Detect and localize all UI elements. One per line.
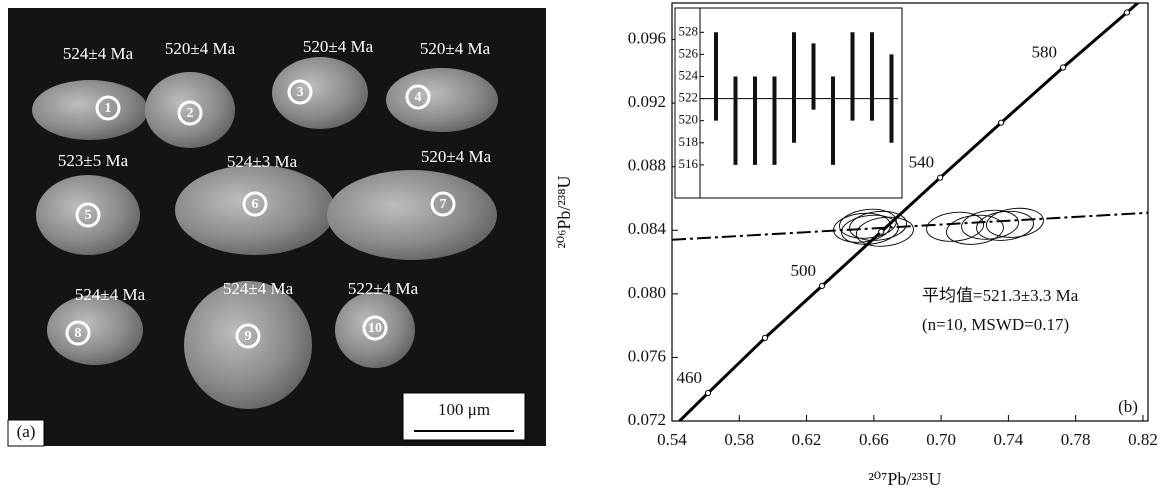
spot-marker bbox=[242, 191, 268, 217]
y-tick-label: 0.072 bbox=[628, 410, 666, 429]
panel-label: (b) bbox=[1118, 397, 1138, 416]
discordia-line bbox=[672, 211, 1148, 241]
inset-y-tick-label: 520 bbox=[679, 112, 699, 127]
zircon-grain bbox=[327, 170, 497, 260]
spot-marker bbox=[177, 100, 203, 126]
error-ellipse bbox=[961, 209, 1019, 240]
age-marker bbox=[937, 174, 944, 181]
zircon-grain bbox=[175, 165, 335, 255]
spot-number: 8 bbox=[75, 326, 82, 341]
spot-number: 7 bbox=[440, 197, 447, 212]
error-ellipse bbox=[945, 214, 1004, 245]
spot-age: 520±4 Ma bbox=[165, 39, 236, 58]
scale-bar-box bbox=[402, 392, 526, 441]
age-marker bbox=[998, 119, 1005, 126]
age-marker bbox=[649, 445, 654, 450]
spot-age: 520±4 Ma bbox=[303, 37, 374, 56]
age-marker bbox=[761, 334, 769, 341]
error-ellipse bbox=[839, 208, 897, 239]
zircon-grain bbox=[32, 80, 148, 140]
age-marker bbox=[1059, 64, 1067, 71]
y-axis-label: ²⁰⁶Pb/²³⁸U bbox=[554, 176, 574, 249]
age-marker bbox=[878, 228, 885, 235]
spot-age: 524±3 Ma bbox=[227, 152, 298, 171]
error-ellipse bbox=[849, 210, 907, 241]
age-label: 460 bbox=[676, 368, 702, 387]
panel-label: (a) bbox=[17, 422, 36, 441]
x-axis-label: ²⁰⁷Pb/²³⁵U bbox=[869, 469, 942, 489]
x-tick-label: 0.82 bbox=[1128, 430, 1158, 449]
error-ellipse bbox=[856, 216, 914, 247]
spot-number: 9 bbox=[245, 329, 252, 344]
panel-label-box bbox=[7, 419, 45, 447]
y-tick-label: 0.092 bbox=[628, 92, 666, 111]
annotation: (n=10, MSWD=0.17) bbox=[922, 315, 1069, 334]
inset-y-tick-label: 518 bbox=[679, 134, 699, 149]
error-ellipse bbox=[833, 212, 891, 243]
error-ellipse bbox=[976, 210, 1034, 241]
zircon-grain bbox=[272, 57, 368, 129]
spot-age: 520±4 Ma bbox=[421, 147, 492, 166]
spot-age: 523±5 Ma bbox=[58, 151, 129, 170]
age-marker bbox=[818, 282, 826, 290]
y-tick-label: 0.096 bbox=[628, 28, 666, 47]
x-tick-label: 0.74 bbox=[994, 430, 1024, 449]
inset-y-tick-label: 516 bbox=[679, 156, 699, 171]
error-ellipse bbox=[841, 214, 899, 245]
x-tick-label: 0.58 bbox=[724, 430, 754, 449]
spot-age: 520±4 Ma bbox=[420, 39, 491, 58]
spot-number: 5 bbox=[85, 208, 92, 223]
spot-marker bbox=[235, 323, 261, 349]
spot-number: 3 bbox=[297, 85, 304, 100]
spot-number: 2 bbox=[187, 106, 194, 121]
age-label: 540 bbox=[909, 153, 935, 172]
annotation: 平均值=521.3±3.3 Ma bbox=[922, 286, 1079, 305]
concordia-curve bbox=[677, 3, 1141, 421]
x-tick-label: 0.62 bbox=[792, 430, 822, 449]
spot-marker bbox=[430, 191, 456, 217]
spot-number: 1 bbox=[105, 101, 112, 116]
inset-frame bbox=[674, 7, 903, 199]
inset-y-tick-label: 526 bbox=[679, 45, 699, 60]
age-label: 500 bbox=[791, 261, 817, 280]
inset-y-tick-label: 522 bbox=[679, 90, 699, 105]
zircon-grain bbox=[47, 295, 143, 365]
scale-bar-label: 100 μm bbox=[438, 400, 490, 419]
error-ellipse bbox=[986, 207, 1044, 238]
spot-marker bbox=[362, 315, 388, 341]
zircon-grain bbox=[145, 72, 235, 148]
x-tick-label: 0.70 bbox=[926, 430, 956, 449]
error-ellipse bbox=[926, 211, 985, 242]
zircon-grain bbox=[386, 68, 498, 132]
inset-y-tick-label: 528 bbox=[679, 23, 699, 38]
spot-number: 4 bbox=[415, 90, 422, 105]
spot-marker bbox=[75, 202, 101, 228]
spot-age: 524±4 Ma bbox=[63, 44, 134, 63]
x-tick-label: 0.66 bbox=[859, 430, 889, 449]
zircon-grain bbox=[335, 292, 415, 368]
y-tick-label: 0.084 bbox=[628, 219, 667, 238]
age-label: 580 bbox=[1032, 42, 1058, 61]
y-tick-label: 0.088 bbox=[628, 156, 666, 175]
y-tick-label: 0.076 bbox=[628, 346, 666, 365]
zircon-grain bbox=[184, 281, 312, 409]
spot-marker bbox=[287, 79, 313, 105]
spot-marker bbox=[95, 95, 121, 121]
spot-number: 10 bbox=[368, 321, 382, 336]
spot-marker bbox=[405, 84, 431, 110]
age-marker bbox=[704, 389, 712, 397]
x-tick-label: 0.54 bbox=[657, 430, 687, 449]
spot-marker bbox=[65, 320, 91, 346]
spot-age: 524±4 Ma bbox=[223, 279, 294, 298]
x-tick-label: 0.78 bbox=[1061, 430, 1091, 449]
zircon-grain bbox=[36, 175, 140, 255]
age-marker bbox=[1123, 9, 1131, 16]
inset-y-tick-label: 524 bbox=[679, 67, 699, 82]
spot-age: 522±4 Ma bbox=[348, 279, 419, 298]
spot-number: 6 bbox=[252, 197, 259, 212]
plot-frame bbox=[671, 2, 1149, 422]
y-tick-label: 0.080 bbox=[628, 283, 666, 302]
spot-age: 524±4 Ma bbox=[75, 285, 146, 304]
